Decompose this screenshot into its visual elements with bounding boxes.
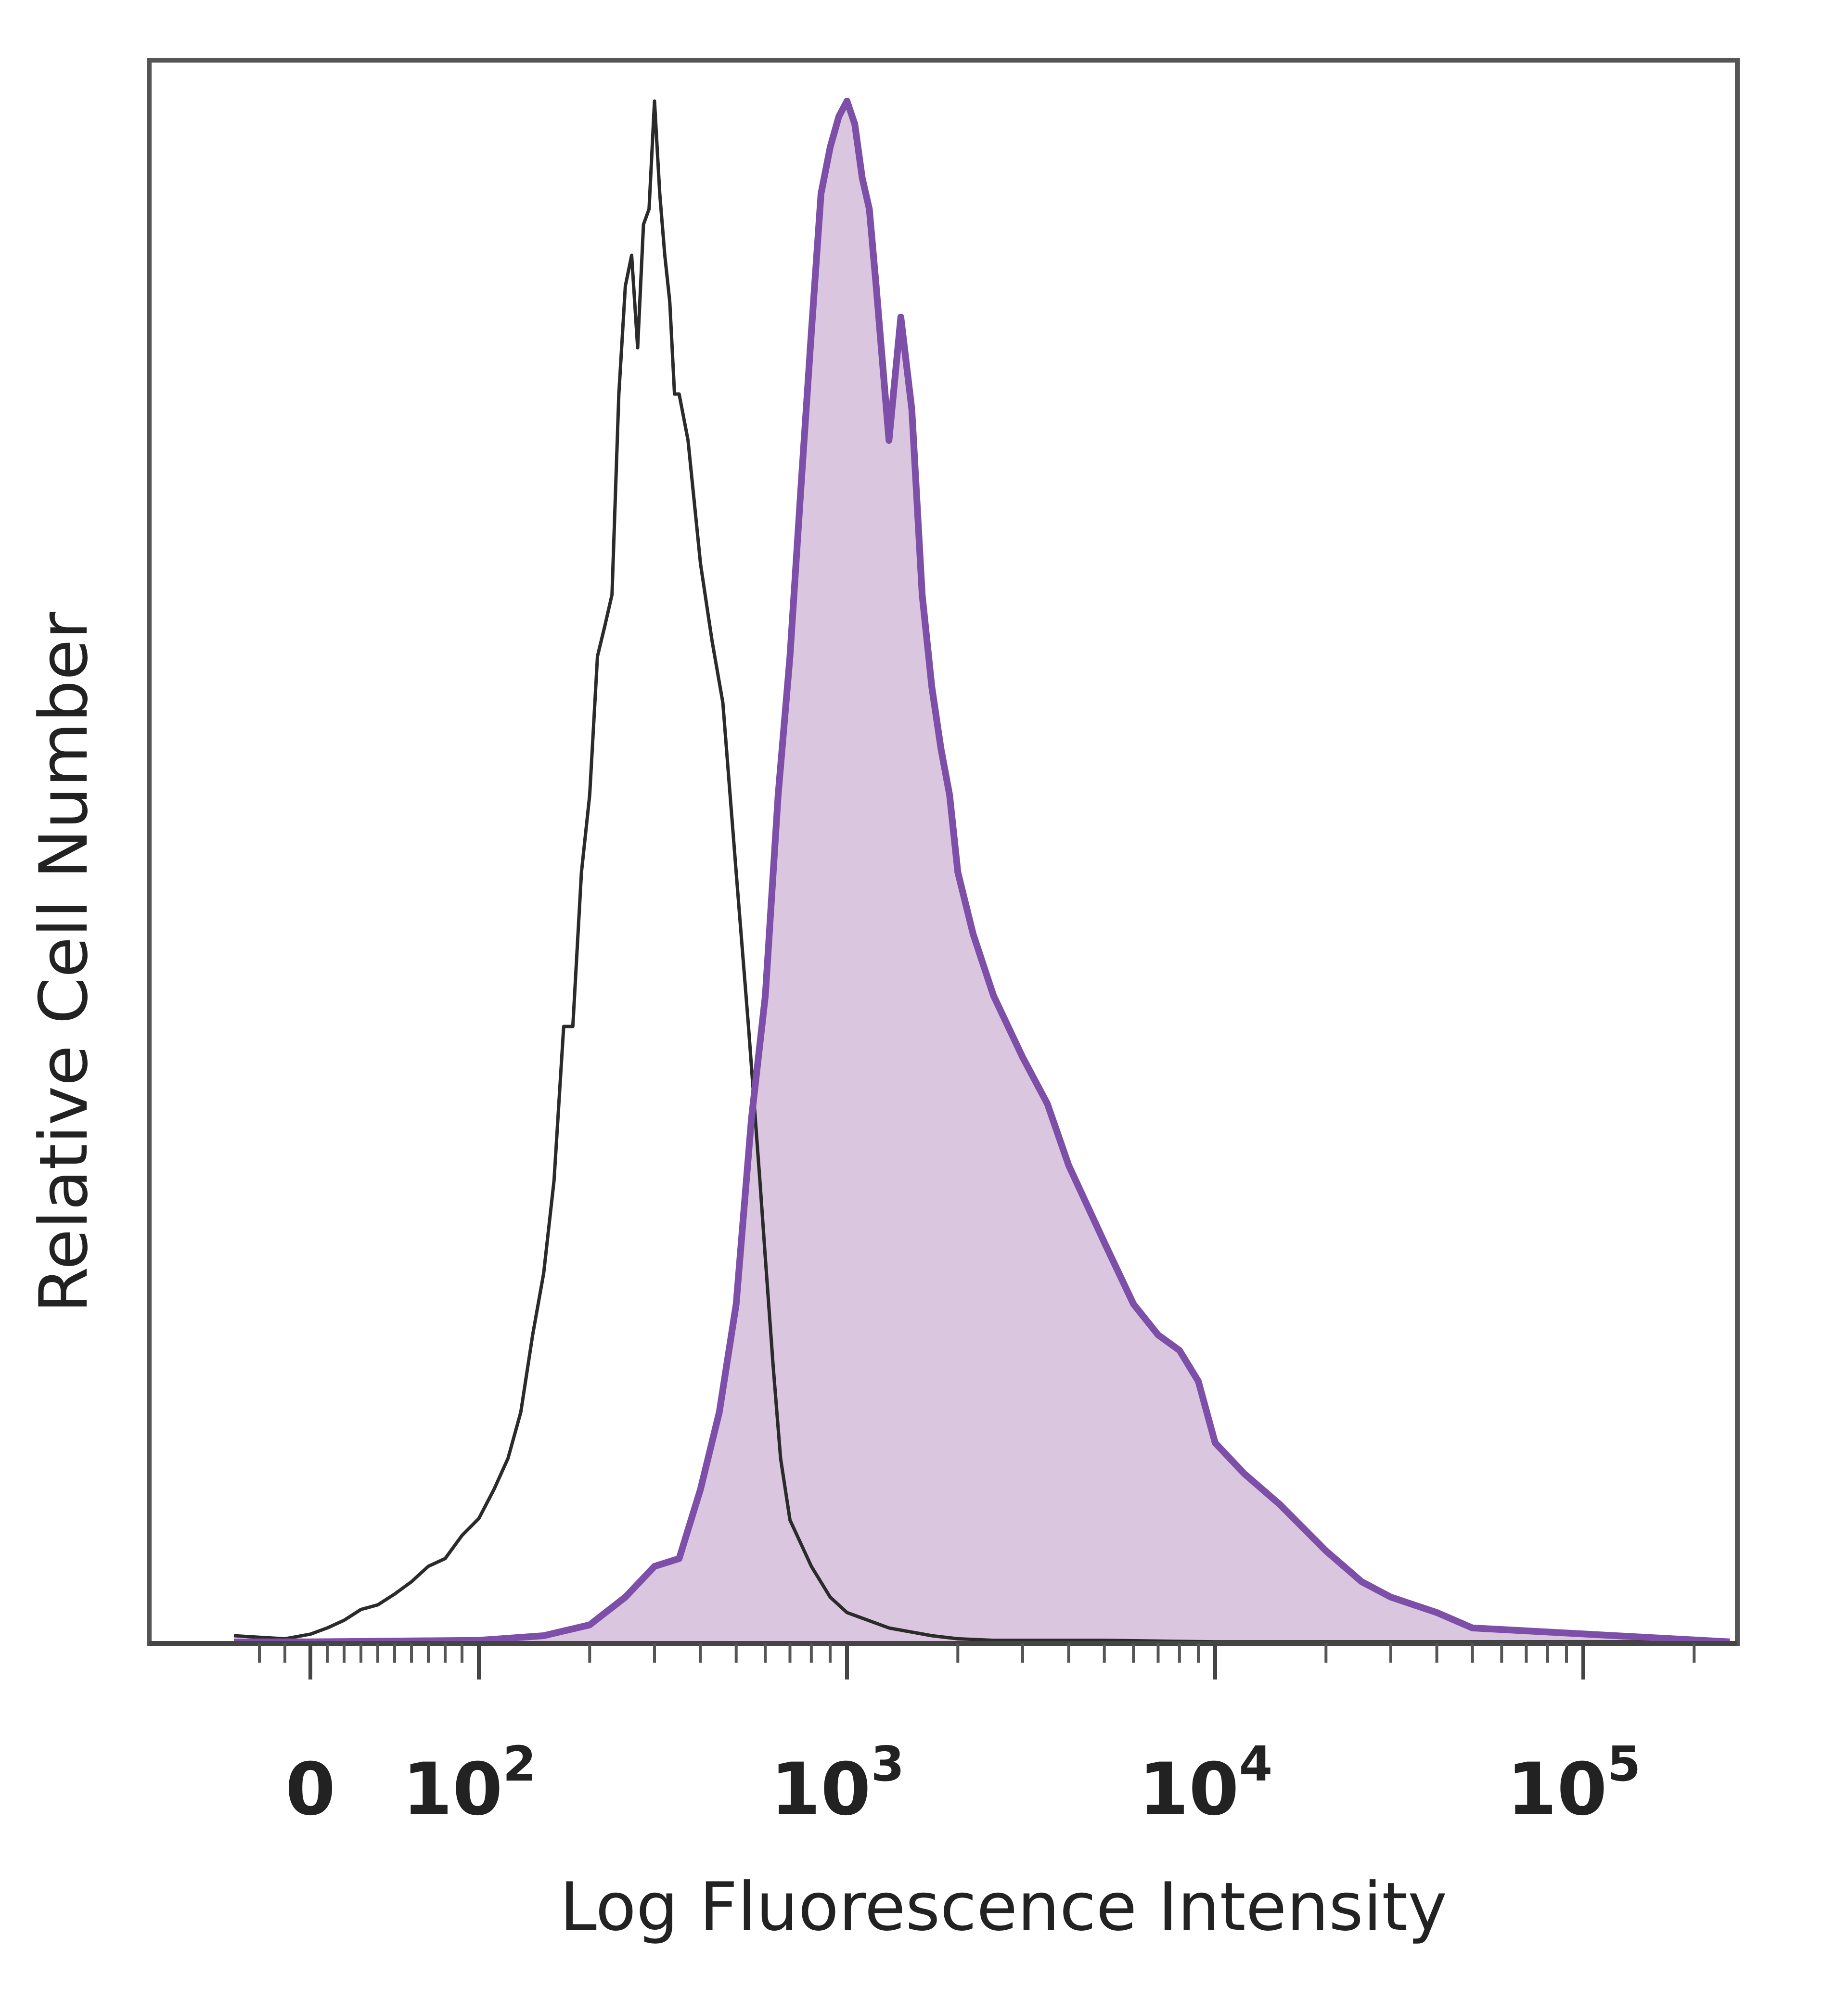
x-tick-label: 105 (1507, 1736, 1641, 1832)
y-axis-title: Relative Cell Number (25, 612, 103, 1313)
tick-labels: 0 102 103 104 105 (285, 1736, 1641, 1832)
series-1-line (234, 98, 1730, 1645)
x-tick-label: 104 (1139, 1736, 1272, 1832)
series-1-fill (234, 101, 1730, 1643)
series-0-line (233, 99, 1730, 1644)
x-tick-label: 102 (402, 1736, 536, 1832)
x-tick-label: 0 (285, 1748, 335, 1832)
minor-ticks (258, 1643, 1696, 1679)
x-axis-title: Log Fluorescence Intensity (560, 1868, 1447, 1946)
series-layer (233, 98, 1730, 1645)
x-tick-label: 103 (770, 1736, 904, 1832)
